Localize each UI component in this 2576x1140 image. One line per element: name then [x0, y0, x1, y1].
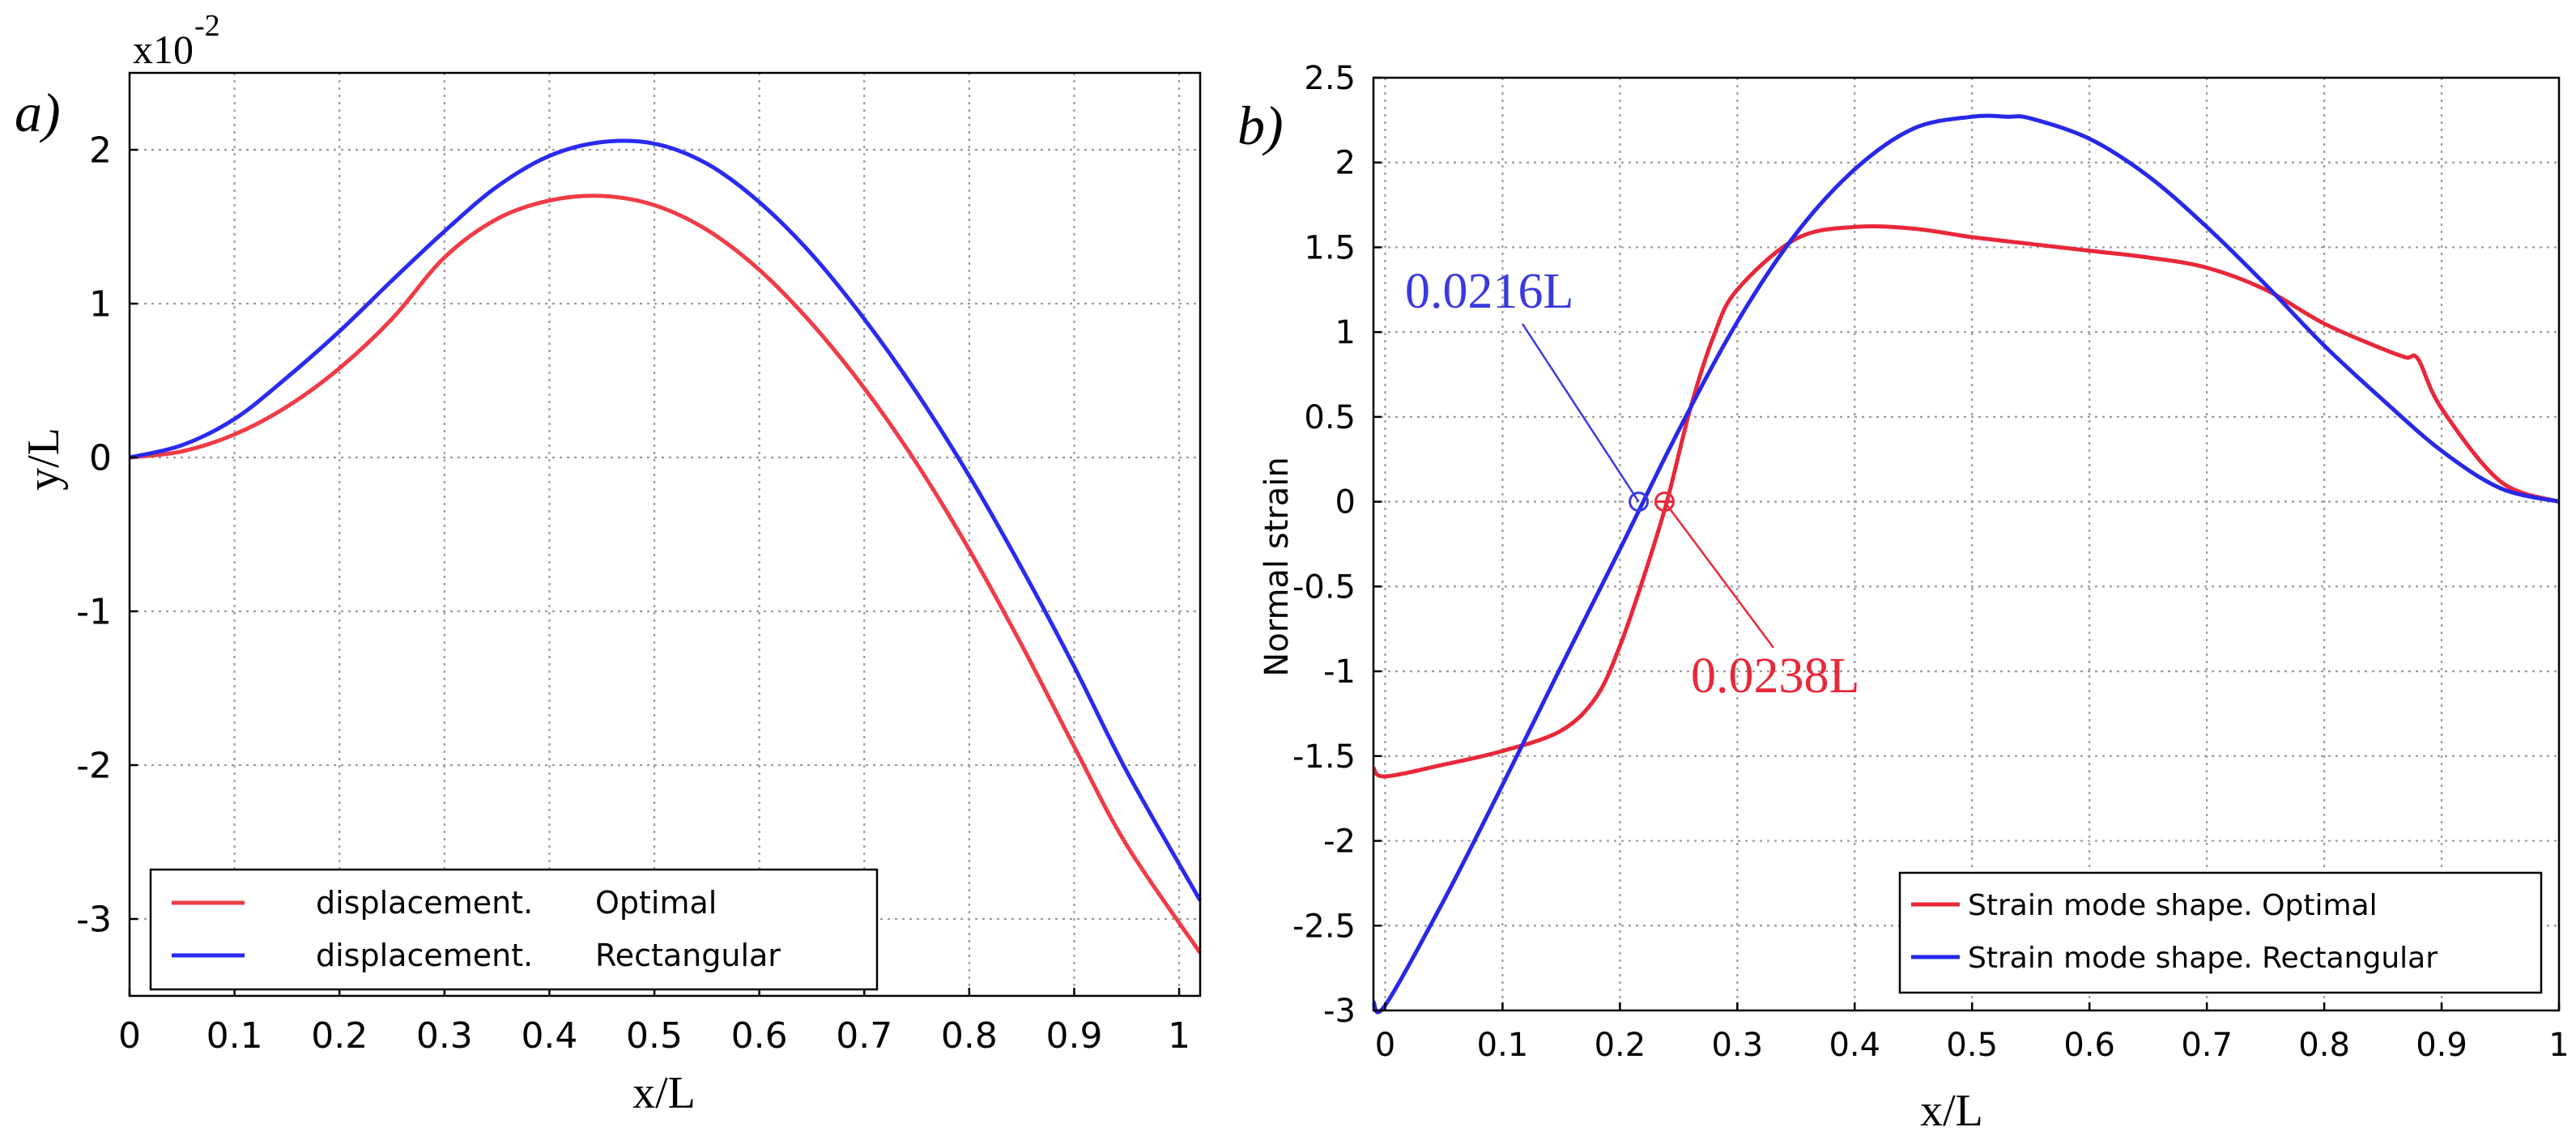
annotation-leader-1 — [1663, 500, 1775, 649]
y-tick-label: -1 — [76, 591, 112, 632]
x-tick-label: 0.4 — [1829, 1027, 1880, 1064]
y-tick-label: -3 — [76, 899, 112, 940]
panel-a-label: a) — [15, 82, 61, 143]
y-tick-label: 2 — [1335, 145, 1356, 182]
x-tick-label: 0.5 — [1946, 1027, 1998, 1064]
y-tick-label: -1 — [1323, 653, 1356, 691]
x-tick-label: 0.7 — [2181, 1027, 2233, 1064]
panel-a-series — [129, 138, 1203, 955]
panel-b-frame — [1372, 76, 2561, 1012]
y-tick-label: -2.5 — [1292, 908, 1356, 945]
legend-label-optimal: displacement. — [316, 885, 533, 921]
series-line-0-0 — [129, 194, 1203, 955]
x-tick-label: 1 — [2548, 1027, 2569, 1064]
legend-suffix-rectangular: Rectangular — [595, 938, 781, 973]
panel-a-frame — [128, 71, 1202, 998]
panel-b-series — [1371, 113, 2560, 1015]
y-tick-label: 2 — [89, 130, 112, 171]
y-tick-label: -0.5 — [1292, 568, 1356, 606]
panel-b-label: b) — [1237, 95, 1284, 156]
y-tick-label: 1 — [89, 283, 112, 325]
x-tick-label: 0.9 — [2416, 1027, 2467, 1064]
annotation-label-0: 0.0216L — [1405, 264, 1573, 319]
legend-label-strain-optimal: Strain mode shape. Optimal — [1968, 889, 2378, 922]
x-tick-label: 0.8 — [941, 1015, 998, 1057]
crossing-marker-0 — [1629, 491, 1650, 513]
panel-a-grid — [130, 73, 1200, 996]
x-tick-label: 0.8 — [2298, 1027, 2350, 1064]
panel-a-y-axis-label: y/L — [19, 428, 69, 491]
y-tick-label: -3 — [1323, 993, 1356, 1030]
x-tick-label: 0 — [1375, 1027, 1395, 1064]
panel-b-annotations: 0.0216L 0.0238L — [1405, 264, 1859, 704]
y-tick-label: 0 — [1335, 484, 1356, 521]
x-tick-label: 0.6 — [2063, 1027, 2115, 1064]
x-tick-label: 1 — [1168, 1015, 1190, 1057]
annotation-label-1: 0.0238L — [1691, 649, 1859, 704]
x-tick-label: 0 — [118, 1015, 141, 1057]
series-line-0-1 — [129, 138, 1203, 902]
y-tick-label: -1.5 — [1292, 738, 1356, 776]
x-tick-label: 0.2 — [1595, 1027, 1646, 1064]
panel-a: 0 0.1 0.2 0.3 0.4 0.5 0.6 0.7 0.8 0.9 1 -3 -2 -1 0 1 2 a… — [15, 9, 1203, 1118]
x-tick-label: 0.1 — [1477, 1027, 1529, 1064]
panel-a-x-axis-label: x/L — [632, 1068, 696, 1118]
x-tick-label: 0.5 — [626, 1015, 683, 1057]
y-tick-label: 1.5 — [1304, 229, 1356, 266]
x-tick-label: 0.1 — [207, 1015, 263, 1057]
panel-b-grid — [1373, 78, 2559, 1010]
y-tick-label: -2 — [76, 745, 112, 786]
y-tick-label: 0 — [89, 437, 112, 479]
panel-a-legend: displacement. Optimal displacement. Rect… — [149, 868, 879, 991]
legend-suffix-optimal: Optimal — [595, 885, 717, 921]
y-tick-label: 1 — [1335, 314, 1356, 351]
x-tick-label: 0.2 — [311, 1015, 368, 1057]
panel-b-x-axis-label: x/L — [1920, 1086, 1983, 1136]
x-tick-label: 0.7 — [836, 1015, 892, 1057]
series-line-1-0 — [1371, 223, 2560, 779]
panel-b: 0.0216L 0.0238L 0 0.1 0.2 0.3 0.4 0.5 0.6 0.7 0.8… — [1237, 60, 2570, 1136]
x-tick-label: 0.9 — [1045, 1015, 1102, 1057]
x-tick-label: 0.3 — [1712, 1027, 1764, 1064]
panel-b-y-axis-label: Normal strain — [1258, 457, 1296, 676]
panel-a-exponent-power: -2 — [194, 9, 220, 43]
panel-a-legend-box — [149, 868, 879, 991]
x-tick-label: 0.3 — [416, 1015, 473, 1057]
annotation-leader-0 — [1521, 323, 1640, 503]
panel-b-ticks — [1373, 76, 2561, 1012]
panel-a-tick-labels: 0 0.1 0.2 0.3 0.4 0.5 0.6 0.7 0.8 0.9 1 -3 -2 -1 0 1 2 — [76, 130, 1190, 1057]
panel-b-legend-box — [1898, 871, 2543, 994]
x-tick-label: 0.6 — [731, 1015, 788, 1057]
y-tick-label: 0.5 — [1304, 399, 1356, 436]
panel-a-exponent-base: x10 — [133, 27, 194, 72]
legend-label-rectangular: displacement. — [316, 938, 533, 973]
legend-label-strain-rectangular: Strain mode shape. Rectangular — [1968, 942, 2438, 975]
y-tick-label: 2.5 — [1304, 60, 1356, 97]
panel-b-tick-labels: 0 0.1 0.2 0.3 0.4 0.5 0.6 0.7 0.8 0.9 1 -3 -2.5 -2 -1.… — [1292, 60, 2570, 1064]
panel-b-legend: Strain mode shape. Optimal Strain mode s… — [1898, 871, 2543, 994]
series-line-1-1 — [1371, 113, 2560, 1015]
y-tick-label: -2 — [1323, 823, 1356, 861]
x-tick-label: 0.4 — [521, 1015, 577, 1057]
